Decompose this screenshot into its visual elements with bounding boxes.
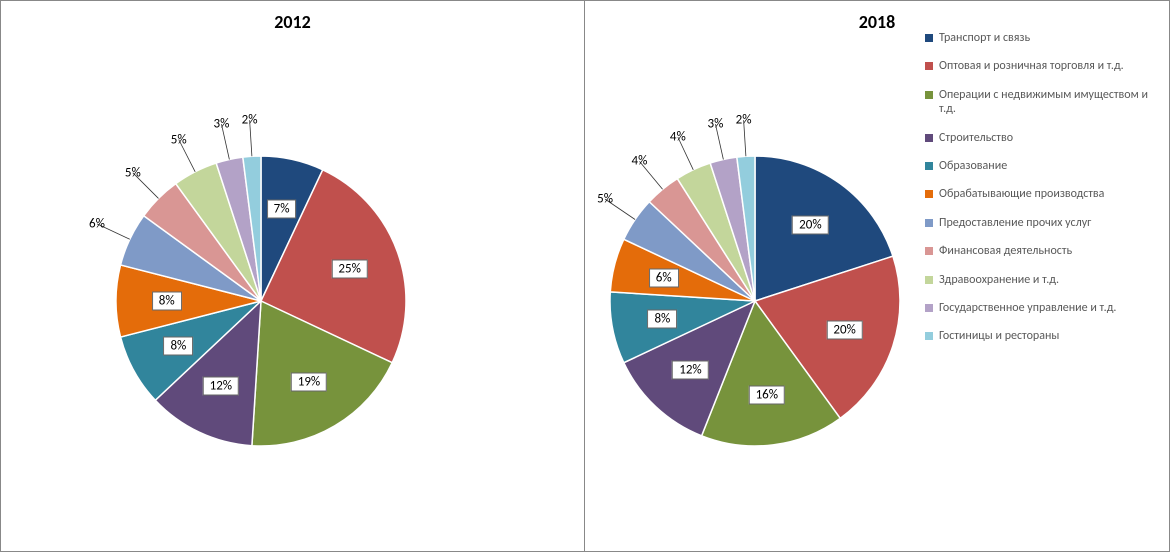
data-label: 20% <box>826 321 862 340</box>
data-label: 5% <box>597 192 613 207</box>
data-label: 7% <box>267 200 297 219</box>
panel-2012: 2012 7%25%19%12%8%8%6%5%5%3%2% <box>1 1 585 551</box>
data-label: 3% <box>214 117 230 132</box>
data-label: 16% <box>749 385 785 404</box>
data-label: 12% <box>672 360 708 379</box>
data-label: 12% <box>203 377 239 396</box>
data-label: 19% <box>291 373 327 392</box>
data-label: 4% <box>670 130 686 145</box>
data-label: 8% <box>163 337 193 356</box>
data-label: 2% <box>242 113 258 128</box>
data-label: 8% <box>152 292 182 311</box>
data-label: 5% <box>171 132 187 147</box>
data-label: 4% <box>632 154 648 169</box>
data-label: 8% <box>647 309 677 328</box>
data-label: 6% <box>649 268 679 287</box>
panel-2018: 2018 Транспорт и связьОптовая и рознична… <box>585 1 1169 551</box>
data-label: 25% <box>331 260 367 279</box>
data-label: 20% <box>792 215 828 234</box>
data-label: 5% <box>125 165 141 180</box>
data-label: 3% <box>708 117 724 132</box>
data-label: 6% <box>89 216 105 231</box>
pie-chart <box>1 1 584 551</box>
data-label: 2% <box>736 113 752 128</box>
chart-container: 2012 7%25%19%12%8%8%6%5%5%3%2% 2018 Тран… <box>0 0 1170 552</box>
